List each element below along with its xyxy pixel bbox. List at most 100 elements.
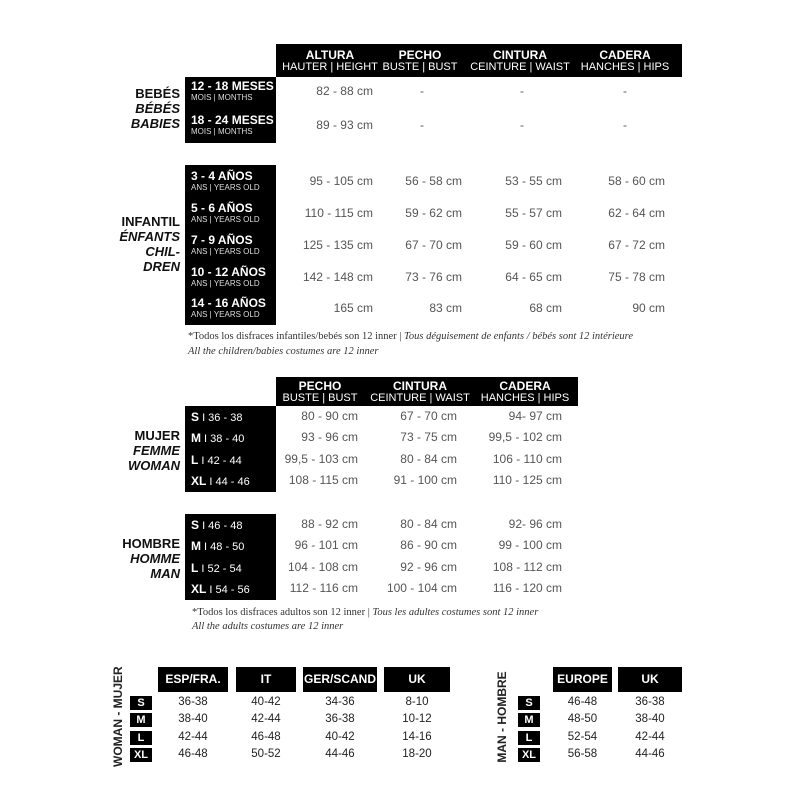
cell-value: 46-48 <box>251 730 281 743</box>
kids-header-bar <box>276 44 682 77</box>
size-range: I 38 - 40 <box>201 433 245 446</box>
cell-value: 116 - 120 cm <box>492 580 562 595</box>
size-range: I 44 - 46 <box>206 475 250 488</box>
cell-value: - <box>420 118 424 132</box>
size-range: I 42 - 44 <box>198 454 242 467</box>
man-label-column <box>185 514 276 600</box>
cell-value: 80 - 90 cm <box>301 409 358 423</box>
cell-value: 99,5 - 102 cm <box>488 430 562 445</box>
cell-value: 52-54 <box>567 730 598 743</box>
group-label-line: INFANTIL <box>121 214 181 229</box>
group-label: INFANTIL ÉNFANTS CHIL- DREN <box>119 214 180 274</box>
row-label: 3 - 4 AÑOS ANS | YEARS OLD <box>191 170 260 193</box>
header-title: ALTURA <box>305 48 355 62</box>
group-label-line: MAN <box>150 566 180 581</box>
age-range: 7 - 9 AÑOS <box>191 233 253 247</box>
kids-column-header: CADERA HANCHES | HIPS <box>570 49 680 73</box>
size-range: I 54 - 56 <box>206 583 250 596</box>
header-title: CADERA <box>599 48 651 62</box>
size-range: I 52 - 54 <box>198 562 242 575</box>
cell-value: 14-16 <box>402 730 432 743</box>
group-label-line: HOMME <box>130 551 180 566</box>
cell-value: 73 - 76 cm <box>405 270 462 284</box>
header-title: CINTURA <box>393 379 447 393</box>
cell-value: 110 - 125 cm <box>492 472 562 487</box>
age-unit: ANS | YEARS OLD <box>191 247 260 256</box>
size-letter: XL <box>191 581 207 596</box>
size-label: XL <box>130 747 152 762</box>
size-letter: L <box>191 560 199 575</box>
size-letter: M <box>191 539 201 554</box>
cell-value: 75 - 78 cm <box>608 270 665 284</box>
group-label-line: DREN <box>143 259 180 274</box>
cell-value: 88 - 92 cm <box>301 517 358 531</box>
size-label: M <box>130 713 152 728</box>
header-subtitle: BUSTE | BUST <box>382 61 458 73</box>
conversion-column-header: EUROPE <box>553 667 612 692</box>
cell-value: 82 - 88 cm <box>316 84 373 98</box>
conversion-column-header: IT <box>236 667 296 692</box>
cell-value: 10-12 <box>402 713 432 726</box>
conversion-column-header: ESP/FRA. <box>158 667 228 692</box>
cell-value: 18-20 <box>402 747 432 760</box>
size-label: S I 46 - 48 <box>187 515 242 536</box>
size-label: S <box>130 696 152 710</box>
size-letter: XL <box>191 473 207 488</box>
cell-value: 99 - 100 cm <box>498 538 562 553</box>
group-label-line: MUJER <box>134 428 180 443</box>
cell-value: 106 - 110 cm <box>492 451 562 466</box>
cell-value: 36-38 <box>325 713 355 726</box>
cell-value: 108 - 112 cm <box>492 559 562 574</box>
cell-value: 83 cm <box>429 301 462 315</box>
size-label: XL I 54 - 56 <box>187 579 250 600</box>
adults-footnote-en: All the adults costumes are 12 inner <box>192 621 344 632</box>
man-conversion-title: MAN - HOMBRE <box>495 671 509 763</box>
cell-value: 56-58 <box>567 747 598 760</box>
cell-value: 56 - 58 cm <box>405 174 462 188</box>
size-letter: S <box>191 410 200 424</box>
cell-value: 67 - 70 cm <box>400 409 457 423</box>
cell-value: 92- 96 cm <box>508 517 562 531</box>
cell-value: 94- 97 cm <box>508 409 562 423</box>
size-label: S <box>518 696 540 710</box>
size-label: L I 52 - 54 <box>187 558 242 579</box>
cell-value: 42-44 <box>251 713 281 726</box>
cell-value: 42-44 <box>635 730 665 743</box>
kids-footnote-en: All the children/babies costumes are 12 … <box>188 346 379 357</box>
size-letter: S <box>191 518 200 532</box>
cell-value: 99,5 - 103 cm <box>284 451 358 466</box>
group-label-line: HOMBRE <box>122 536 180 551</box>
kids-column-header: PECHO BUSTE | BUST <box>365 49 475 73</box>
cell-value: 112 - 116 cm <box>289 580 358 595</box>
header-subtitle: HANCHES | HIPS <box>480 392 570 404</box>
note-es: *Todos los disfraces adultos son 12 inne… <box>192 607 370 618</box>
group-label: MUJER FEMME WOMAN <box>128 428 180 473</box>
cell-value: - <box>420 84 424 98</box>
row-label: 10 - 12 AÑOS ANS | YEARS OLD <box>191 265 266 289</box>
header-subtitle: CEINTURE | WAIST <box>470 61 570 73</box>
size-letter: L <box>191 452 199 467</box>
adults-column-header: CADERA HANCHES | HIPS <box>470 380 580 404</box>
header-title: CINTURA <box>493 48 547 62</box>
cell-value: 104 - 108 cm <box>287 559 358 574</box>
conversion-column-header: UK <box>618 667 682 692</box>
age-unit: ANS | YEARS OLD <box>191 183 260 192</box>
cell-value: 108 - 115 cm <box>288 472 358 487</box>
cell-value: - <box>520 118 524 132</box>
age-range: 10 - 12 AÑOS <box>191 265 266 279</box>
group-label: BEBÉS BÉBÉS BABIES <box>131 86 180 131</box>
cell-value: 110 - 115 cm <box>304 206 373 220</box>
cell-value: 40-42 <box>251 696 281 708</box>
cell-value: 92 - 96 cm <box>400 559 457 574</box>
cell-value: 90 cm <box>632 301 665 315</box>
age-unit: ANS | YEARS OLD <box>191 279 260 288</box>
row-label: 7 - 9 AÑOS ANS | YEARS OLD <box>191 233 260 257</box>
group-label-line: FEMME <box>133 443 180 458</box>
cell-value: 44-46 <box>635 747 665 760</box>
cell-value: 40-42 <box>325 730 355 743</box>
cell-value: 36-38 <box>635 696 665 708</box>
cell-value: 59 - 60 cm <box>505 238 562 252</box>
cell-value: 44-46 <box>325 747 355 760</box>
cell-value: 38-40 <box>635 713 665 726</box>
header-subtitle: HANCHES | HIPS <box>580 61 670 73</box>
